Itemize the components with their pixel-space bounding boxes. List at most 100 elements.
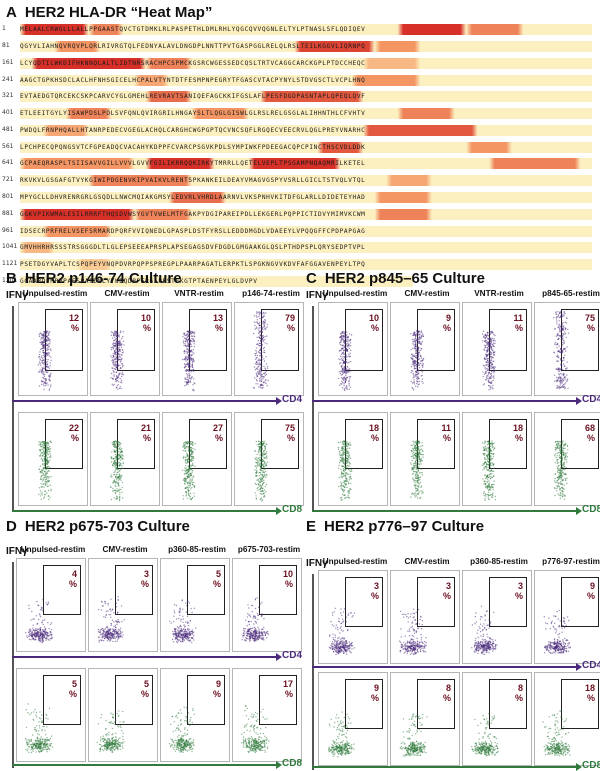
event-dot: [186, 373, 187, 374]
event-dot: [563, 358, 564, 359]
event-dot: [185, 364, 186, 365]
event-dot: [119, 496, 120, 497]
event-dot: [110, 608, 111, 609]
heat-map-sequence: LCYQDTILWKDIFHKNNQLALTLIDTNRSRACHPCSPMCK…: [20, 58, 592, 69]
event-dot: [264, 326, 265, 327]
event-dot: [114, 364, 115, 365]
event-dot: [258, 452, 259, 453]
event-dot: [493, 334, 494, 335]
event-dot: [47, 471, 48, 472]
event-dot: [344, 446, 345, 447]
event-dot: [418, 486, 419, 487]
event-dot: [254, 366, 255, 367]
event-dot: [484, 475, 485, 476]
event-dot: [115, 492, 116, 493]
event-dot: [340, 476, 341, 477]
event-dot: [114, 636, 115, 637]
event-dot: [562, 351, 563, 352]
event-dot: [118, 490, 119, 491]
event-dot: [189, 352, 190, 353]
event-dot: [422, 375, 423, 376]
event-dot: [344, 342, 345, 343]
event-dot: [43, 445, 44, 446]
event-dot: [37, 631, 38, 632]
event-dot: [99, 630, 100, 631]
event-dot: [349, 488, 350, 489]
event-dot: [262, 480, 263, 481]
event-dot: [188, 338, 189, 339]
event-dot: [410, 381, 411, 382]
event-dot: [415, 341, 416, 342]
event-dot: [123, 341, 124, 342]
event-dot: [255, 350, 256, 351]
heat-map-sequence: RKVKVLGSGAFGTVYKGIWIPDGENVKIPVAIKVLRENTS…: [20, 175, 592, 186]
event-dot: [265, 491, 266, 492]
event-dot: [418, 454, 419, 455]
event-dot: [29, 639, 30, 640]
event-dot: [116, 606, 117, 607]
event-dot: [561, 494, 562, 495]
event-dot: [416, 339, 417, 340]
event-dot: [258, 446, 259, 447]
event-dot: [562, 450, 563, 451]
event-dot: [47, 478, 48, 479]
event-dot: [40, 627, 41, 628]
event-dot: [45, 494, 46, 495]
event-dot: [338, 447, 339, 448]
event-dot: [185, 442, 186, 443]
event-dot: [563, 469, 564, 470]
event-dot: [44, 340, 45, 341]
event-dot: [417, 480, 418, 481]
event-dot: [266, 458, 267, 459]
event-dot: [561, 455, 562, 456]
event-dot: [345, 380, 346, 381]
event-dot: [44, 337, 45, 338]
event-dot: [350, 345, 351, 346]
event-dot: [491, 332, 492, 333]
event-dot: [263, 366, 264, 367]
event-dot: [558, 476, 559, 477]
event-dot: [264, 447, 265, 448]
scatter-plot: [535, 303, 600, 395]
event-dot: [186, 357, 187, 358]
event-dot: [117, 600, 118, 601]
event-dot: [412, 348, 413, 349]
event-dot: [116, 603, 117, 604]
event-dot: [339, 477, 340, 478]
event-dot: [262, 378, 263, 379]
event-dot: [30, 630, 31, 631]
event-dot: [43, 335, 44, 336]
event-dot: [46, 379, 47, 380]
event-dot: [258, 358, 259, 359]
event-dot: [491, 382, 492, 383]
event-dot: [564, 478, 565, 479]
event-dot: [561, 480, 562, 481]
event-dot: [417, 482, 418, 483]
event-dot: [564, 313, 565, 314]
event-dot: [192, 448, 193, 449]
event-dot: [44, 453, 45, 454]
event-dot: [491, 359, 492, 360]
event-dot: [183, 443, 184, 444]
event-dot: [32, 635, 33, 636]
event-dot: [415, 493, 416, 494]
event-dot: [554, 478, 555, 479]
event-dot: [123, 344, 124, 345]
event-dot: [117, 364, 118, 365]
event-dot: [112, 384, 113, 385]
event-dot: [416, 463, 417, 464]
event-dot: [188, 477, 189, 478]
event-dot: [120, 386, 121, 387]
event-dot: [564, 499, 565, 500]
event-dot: [110, 355, 111, 356]
event-dot: [351, 478, 352, 479]
event-dot: [561, 496, 562, 497]
event-dot: [263, 457, 264, 458]
event-dot: [263, 480, 264, 481]
event-dot: [189, 358, 190, 359]
event-dot: [342, 448, 343, 449]
event-dot: [487, 368, 488, 369]
event-dot: [192, 444, 193, 445]
